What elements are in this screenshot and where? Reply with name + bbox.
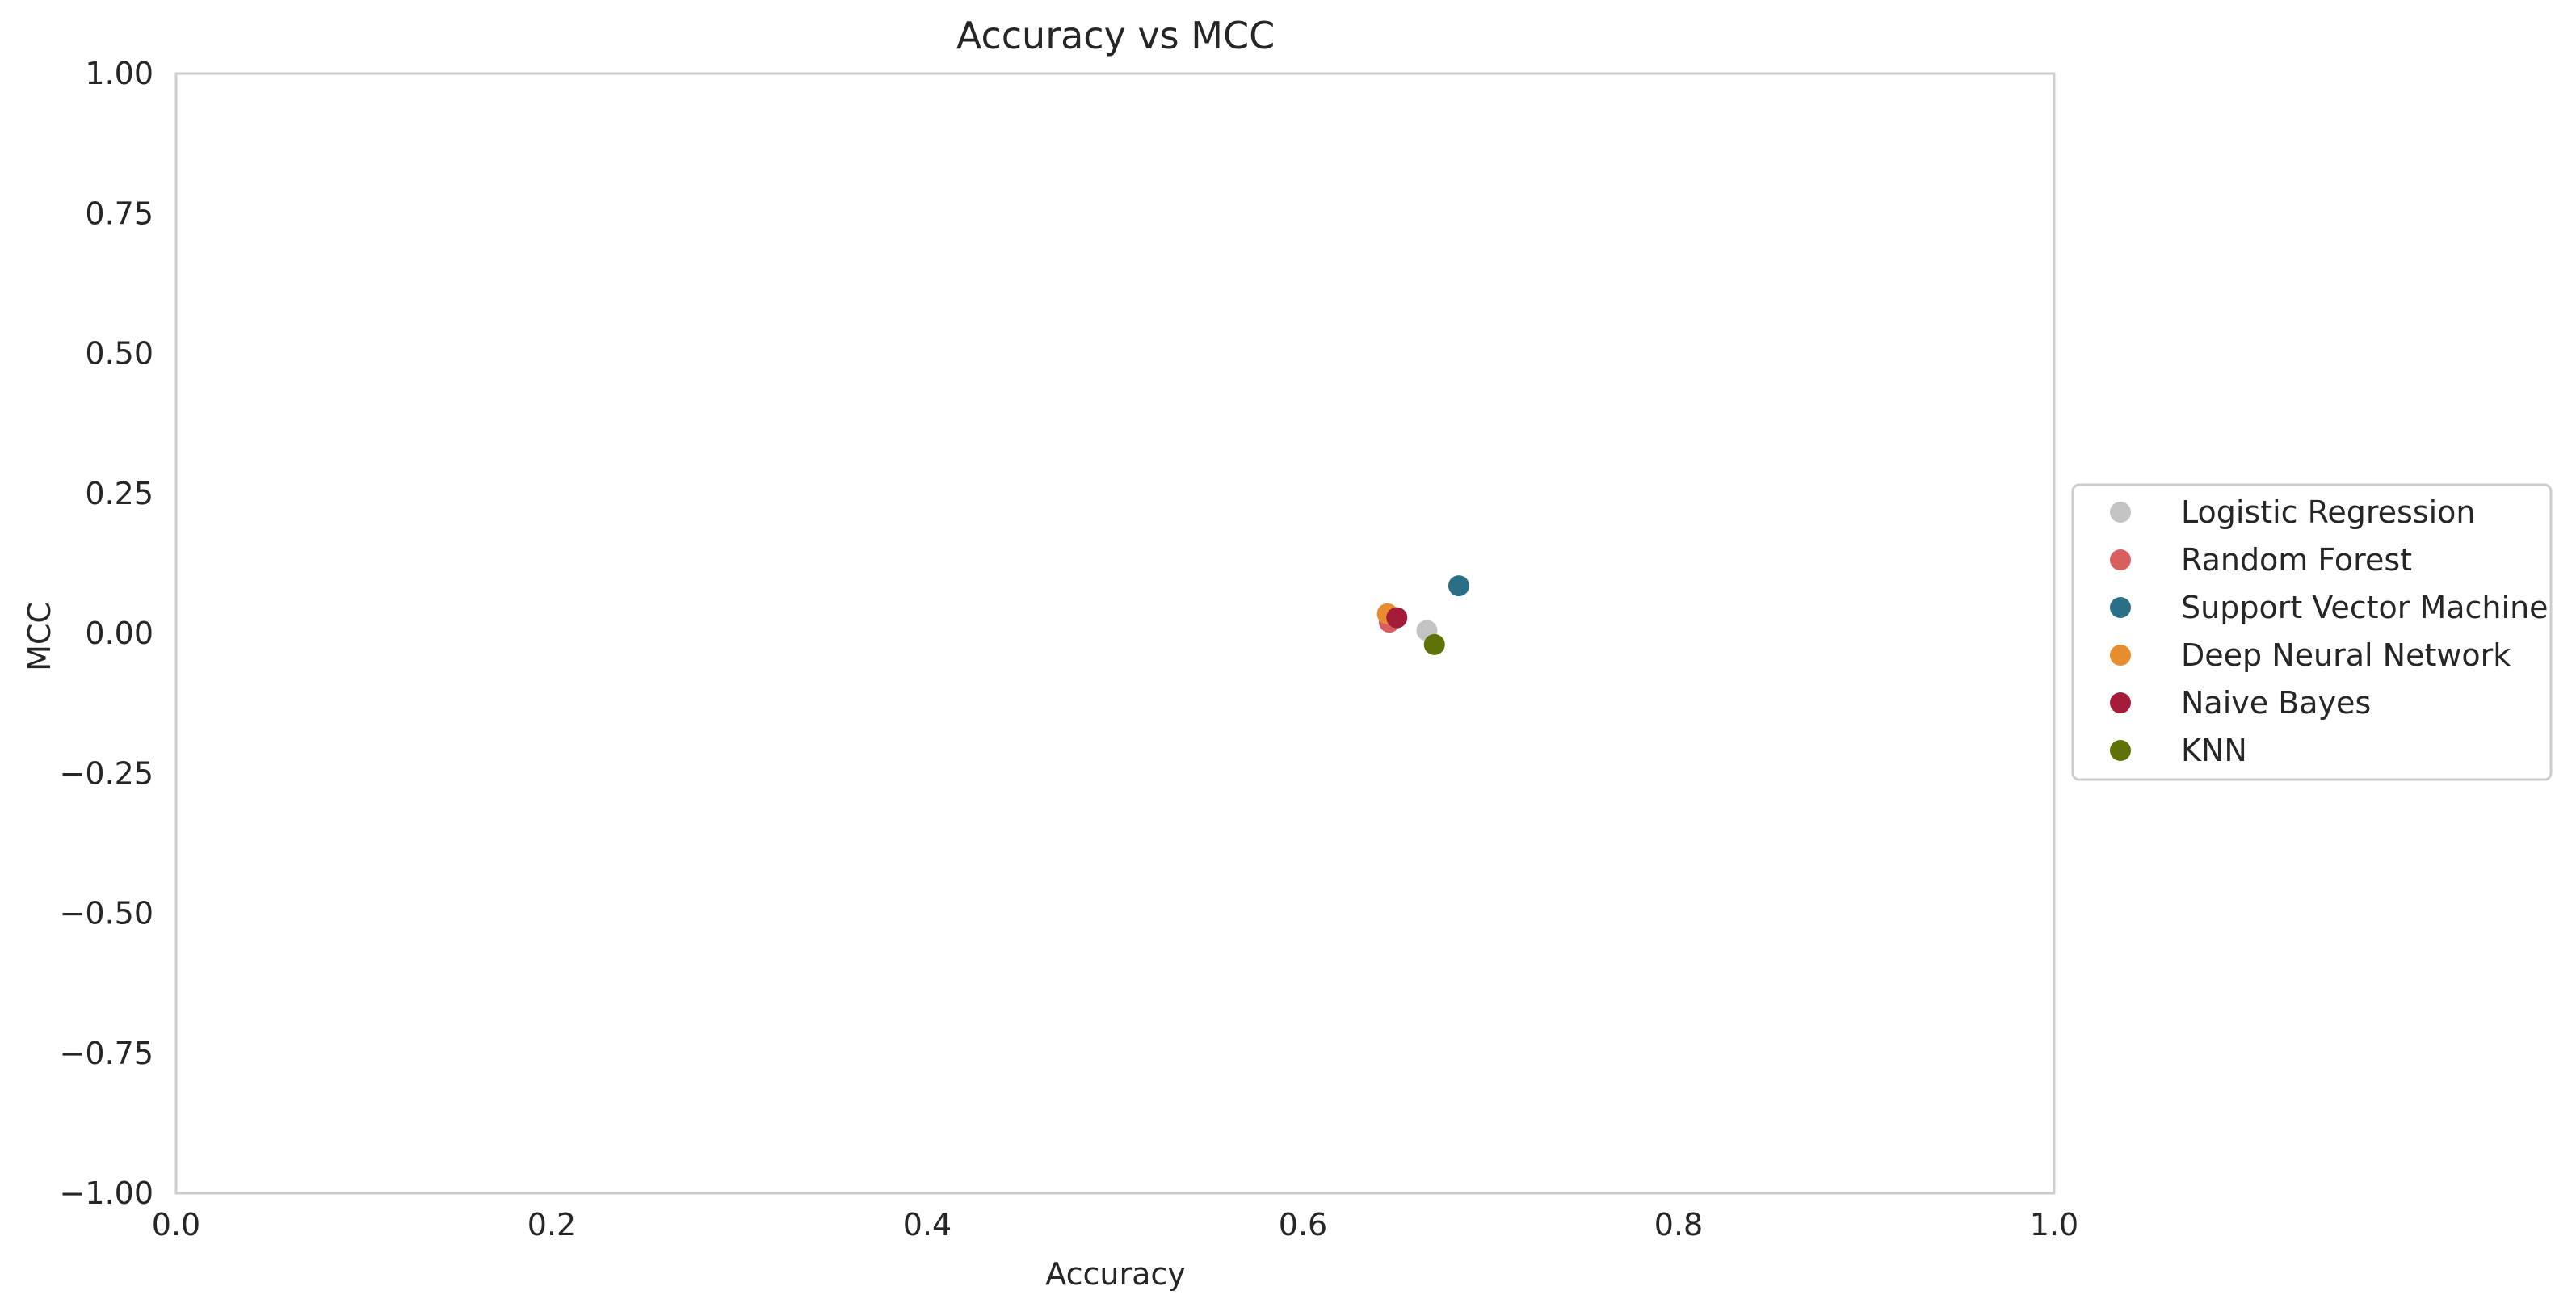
- legend-label: Deep Neural Network: [2181, 637, 2511, 673]
- y-tick-label: 1.00: [85, 56, 153, 91]
- legend-label: Support Vector Machine: [2181, 590, 2549, 625]
- data-point-knn: [1423, 633, 1445, 655]
- x-tick-label: 0.6: [1279, 1207, 1327, 1242]
- legend-items: Logistic Regression Random Forest Support …: [2110, 494, 2549, 768]
- legend-box: [2071, 483, 2553, 781]
- x-tick-label: 0.8: [1654, 1207, 1703, 1242]
- x-axis-ticks: 0.0 0.2 0.4 0.6 0.8 1.0: [152, 1207, 2078, 1242]
- legend-marker: [2110, 549, 2131, 570]
- legend-label: Random Forest: [2181, 542, 2412, 578]
- chart-title: Accuracy vs MCC: [956, 14, 1275, 57]
- x-tick-label: 0.0: [152, 1207, 200, 1242]
- x-tick-label: 1.0: [2030, 1207, 2078, 1242]
- data-points: [1376, 575, 1469, 655]
- data-point-naive-bayes: [1386, 607, 1408, 629]
- legend-marker: [2110, 645, 2131, 666]
- legend-marker: [2110, 502, 2131, 523]
- y-tick-label: 0.25: [85, 476, 153, 511]
- y-tick-label: −0.50: [60, 896, 153, 931]
- y-tick-label: −0.75: [60, 1036, 153, 1071]
- data-point-support-vector-machine: [1448, 575, 1469, 597]
- plot-area-frame: [174, 72, 2056, 1195]
- x-axis-label: Accuracy: [1045, 1256, 1186, 1292]
- x-tick-label: 0.4: [903, 1207, 952, 1242]
- y-tick-label: −0.25: [60, 755, 153, 791]
- y-tick-label: −1.00: [60, 1175, 153, 1211]
- legend-label: KNN: [2181, 733, 2247, 768]
- y-axis-ticks: 1.00 0.75 0.50 0.25 0.00 −0.25 −0.50 −0.75 −1.00: [60, 56, 153, 1211]
- y-tick-label: 0.75: [85, 196, 153, 231]
- y-axis-label: MCC: [22, 602, 57, 671]
- y-tick-label: 0.00: [85, 616, 153, 651]
- legend-marker: [2110, 740, 2131, 761]
- y-tick-label: 0.50: [85, 336, 153, 372]
- legend-marker: [2110, 597, 2131, 618]
- legend-marker: [2110, 692, 2131, 713]
- legend-label: Logistic Regression: [2181, 494, 2476, 530]
- legend-label: Naive Bayes: [2181, 685, 2371, 721]
- x-tick-label: 0.2: [527, 1207, 576, 1242]
- legend: Logistic Regression Random Forest Support …: [2071, 483, 2553, 781]
